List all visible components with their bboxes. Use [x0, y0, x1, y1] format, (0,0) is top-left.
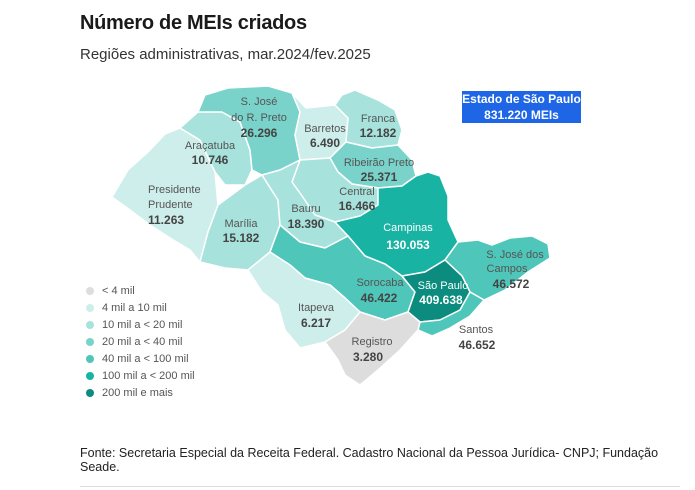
source-note: Fonte: Secretaria Especial da Receita Fe…: [80, 446, 659, 474]
santos-value: 46.652: [459, 338, 496, 352]
campinas-value: 130.053: [386, 238, 430, 252]
legend-label: 100 mil a < 200 mil: [102, 369, 195, 382]
pprudente-value: 11.263: [148, 213, 184, 227]
region-labels: S. José do R. Preto 26.296 Barretos 6.49…: [148, 96, 544, 364]
legend-item: 100 mil a < 200 mil: [86, 367, 195, 384]
legend-item: 10 mil a < 20 mil: [86, 316, 195, 333]
rpreto-value: 25.371: [361, 170, 398, 184]
franca-value: 12.182: [360, 126, 397, 140]
barretos-name: Barretos: [304, 123, 346, 135]
legend-swatch: [86, 388, 94, 397]
sorocaba-name: Sorocaba: [356, 277, 404, 289]
legend-label: 40 mil a < 100 mil: [102, 352, 189, 365]
legend-label: 20 mil a < 40 mil: [102, 335, 183, 348]
sjrp-name1: S. José: [241, 96, 278, 108]
saopaulo-name: São Paulo: [418, 280, 469, 292]
sjrp-value: 26.296: [241, 126, 278, 140]
map-legend: < 4 mil 4 mil a 10 mil 10 mil a < 20 mil…: [86, 282, 195, 401]
registro-value: 3.280: [353, 350, 383, 364]
sjrp-name2: do R. Preto: [231, 112, 287, 124]
legend-swatch: [86, 337, 94, 346]
region-santos[interactable]: [417, 291, 485, 337]
region-registro[interactable]: [324, 311, 421, 386]
registro-name: Registro: [352, 336, 393, 348]
saopaulo-value: 409.638: [419, 293, 463, 307]
legend-swatch: [86, 354, 94, 363]
bauru-name: Bauru: [291, 203, 320, 215]
sjcampos-value: 46.572: [493, 277, 530, 291]
legend-swatch: [86, 286, 94, 295]
santos-name: Santos: [459, 324, 494, 336]
central-value: 16.466: [339, 199, 376, 213]
legend-item: 40 mil a < 100 mil: [86, 350, 195, 367]
sjcampos-name1: S. José dos: [486, 249, 544, 261]
legend-swatch: [86, 371, 94, 380]
state-total-label: Estado de São Paulo: [462, 92, 581, 106]
state-total-value: 831.220 MEIs: [484, 108, 559, 122]
bauru-value: 18.390: [288, 217, 325, 231]
legend-item: 20 mil a < 40 mil: [86, 333, 195, 350]
legend-swatch: [86, 303, 94, 312]
legend-item: 200 mil e mais: [86, 384, 195, 401]
sorocaba-value: 46.422: [361, 291, 398, 305]
legend-label: 4 mil a 10 mil: [102, 301, 167, 314]
rpreto-name: Ribeirão Preto: [344, 157, 414, 169]
sjcampos-name2: Campos: [487, 263, 528, 275]
pprudente-name1: Presidente: [148, 184, 201, 196]
franca-name: Franca: [361, 113, 396, 125]
legend-label: < 4 mil: [102, 284, 135, 297]
region-franca[interactable]: [334, 89, 403, 149]
legend-label: 10 mil a < 20 mil: [102, 318, 183, 331]
central-name: Central: [339, 186, 374, 198]
page-title: Número de MEIs criados: [80, 12, 307, 34]
aracatuba-value: 10.746: [192, 153, 229, 167]
marilia-value: 15.182: [223, 231, 260, 245]
itapeva-name: Itapeva: [298, 302, 335, 314]
bottom-divider: [80, 486, 680, 487]
legend-label: 200 mil e mais: [102, 386, 173, 399]
pprudente-name2: Prudente: [148, 199, 193, 211]
page-subtitle: Regiões administrativas, mar.2024/fev.20…: [80, 46, 371, 63]
legend-item: < 4 mil: [86, 282, 195, 299]
barretos-value: 6.490: [310, 136, 340, 150]
aracatuba-name: Araçatuba: [185, 140, 236, 152]
legend-swatch: [86, 320, 94, 329]
legend-item: 4 mil a 10 mil: [86, 299, 195, 316]
campinas-name: Campinas: [383, 222, 433, 234]
marilia-name: Marília: [224, 218, 258, 230]
itapeva-value: 6.217: [301, 316, 331, 330]
state-total-badge: Estado de São Paulo 831.220 MEIs: [462, 91, 581, 123]
